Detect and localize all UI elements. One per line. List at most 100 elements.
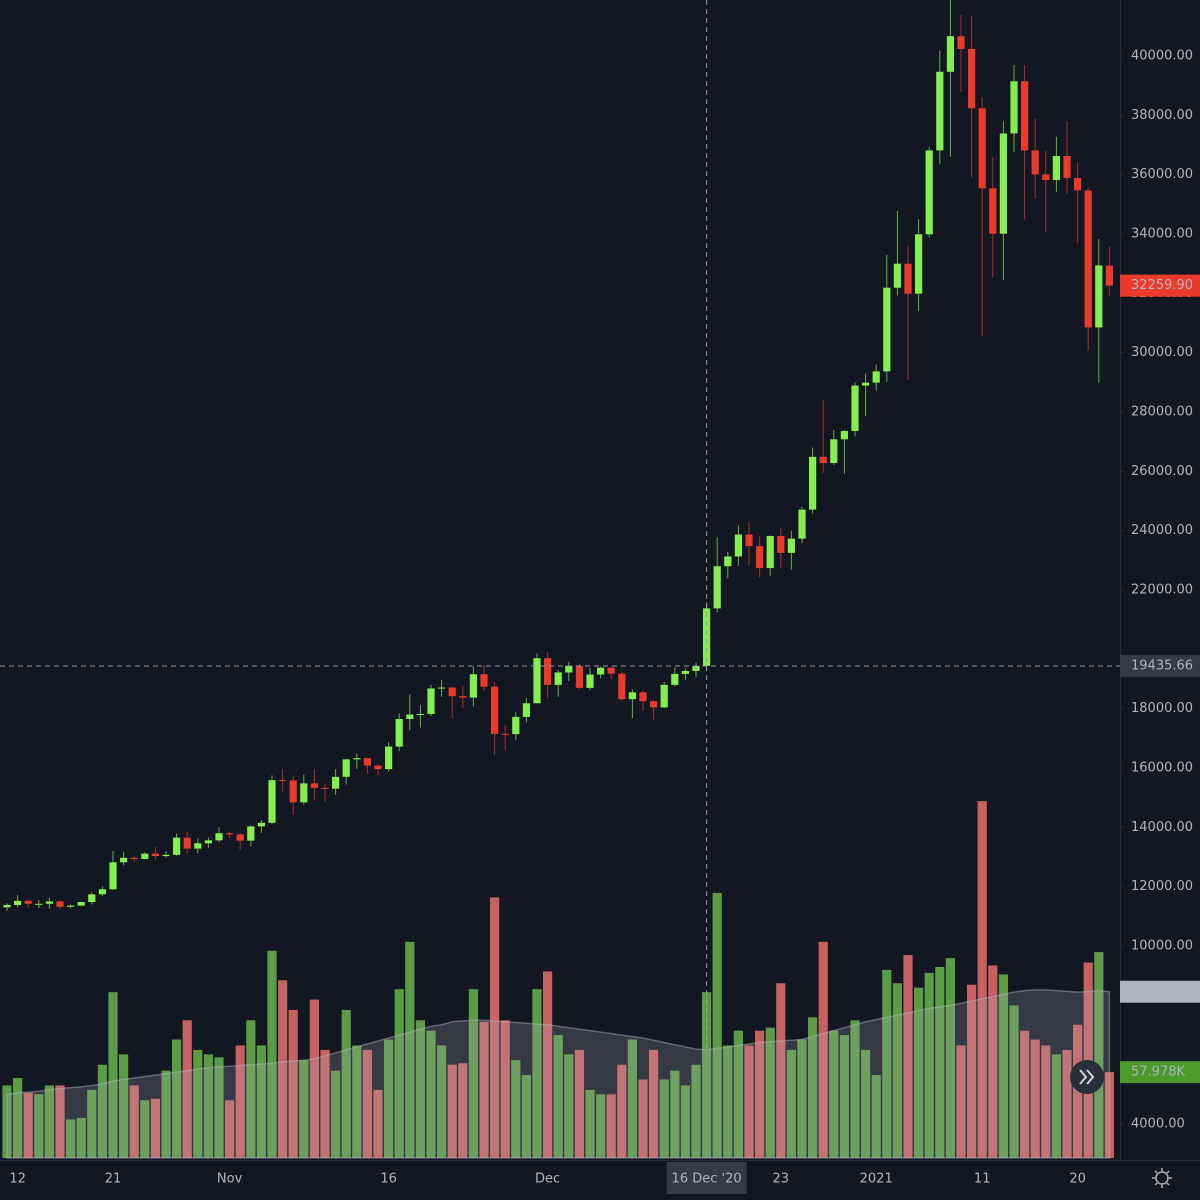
gear-teeth[interactable] bbox=[1152, 1168, 1172, 1188]
candle-body bbox=[650, 701, 658, 708]
candle-body bbox=[946, 36, 954, 72]
volume-bar bbox=[267, 950, 277, 1158]
volume-bar bbox=[977, 801, 987, 1158]
volume-bar bbox=[1009, 1005, 1019, 1158]
volume-bar bbox=[521, 1075, 531, 1158]
volume-bar bbox=[129, 1085, 139, 1158]
candle-body bbox=[1052, 156, 1060, 181]
candle-body bbox=[332, 776, 340, 789]
scroll-button[interactable] bbox=[1070, 1060, 1104, 1094]
volume-bar bbox=[426, 1030, 436, 1158]
candle-body bbox=[872, 371, 880, 383]
candle-body bbox=[904, 263, 912, 294]
candle-body bbox=[925, 150, 933, 235]
candle-body bbox=[183, 837, 191, 849]
candle-body bbox=[1042, 174, 1050, 181]
candle-body bbox=[734, 534, 742, 557]
candle-body bbox=[1063, 156, 1071, 178]
volume-bar bbox=[1030, 1039, 1040, 1158]
candle-body bbox=[766, 535, 774, 569]
y-tick-label: 22000.00 bbox=[1131, 582, 1193, 597]
volume-bar bbox=[564, 1054, 574, 1158]
volume-bar bbox=[352, 1045, 362, 1158]
candle-body bbox=[671, 673, 679, 685]
volume-bar bbox=[468, 989, 478, 1158]
volume-bar bbox=[967, 984, 977, 1158]
volume-bar bbox=[1020, 1030, 1030, 1158]
candle-body bbox=[162, 854, 170, 857]
volume-bar bbox=[649, 1049, 659, 1158]
candle-body bbox=[300, 783, 308, 803]
candle-body bbox=[1084, 190, 1092, 328]
volume-bar bbox=[87, 1089, 97, 1158]
volume-bar bbox=[76, 1118, 86, 1158]
candle-body bbox=[374, 765, 382, 770]
candle-body bbox=[77, 902, 85, 906]
x-tick-label: 2021 bbox=[860, 1172, 893, 1187]
candle-body bbox=[56, 901, 64, 907]
candle-body bbox=[130, 857, 138, 860]
volume-ma-area bbox=[6, 989, 1111, 1159]
scroll-icon[interactable] bbox=[1079, 1069, 1095, 1085]
settings-button[interactable] bbox=[1152, 1168, 1172, 1188]
volume-bar bbox=[288, 1009, 298, 1158]
volume-bar bbox=[935, 966, 945, 1158]
candle-body bbox=[809, 456, 817, 510]
y-tick-label: 18000.00 bbox=[1131, 701, 1193, 716]
candle-body bbox=[554, 672, 562, 685]
candle-body bbox=[586, 674, 594, 688]
candle-body bbox=[35, 903, 43, 905]
x-tick-label: 21 bbox=[105, 1172, 122, 1187]
x-tick-label: 23 bbox=[773, 1172, 790, 1187]
candle-body bbox=[395, 719, 403, 747]
y-tick-label: 24000.00 bbox=[1131, 523, 1193, 538]
candle-body bbox=[459, 696, 467, 698]
volume-bar bbox=[638, 1079, 648, 1158]
candle-body bbox=[660, 684, 668, 708]
x-tick-label: 16 Dec '20 bbox=[672, 1172, 742, 1187]
crosshair-price-box bbox=[1120, 655, 1200, 678]
volume-bar bbox=[733, 1030, 743, 1158]
volume-bar bbox=[203, 1054, 213, 1158]
volume-bar bbox=[373, 1089, 383, 1158]
volume-bar bbox=[1041, 1045, 1051, 1158]
gear-ring[interactable] bbox=[1155, 1171, 1169, 1185]
volume-bar bbox=[34, 1094, 44, 1158]
x-tick-label: 11 bbox=[974, 1172, 991, 1187]
candle-body bbox=[1010, 81, 1018, 134]
candle-body bbox=[851, 385, 859, 431]
volume-bar bbox=[808, 1017, 818, 1158]
candle-body bbox=[607, 667, 615, 674]
volume-bar bbox=[458, 1063, 468, 1158]
volume-bar bbox=[320, 1049, 330, 1158]
candle-body bbox=[883, 287, 891, 372]
volume-bar bbox=[1051, 1054, 1061, 1158]
candle-body bbox=[438, 687, 446, 689]
volume-bar bbox=[384, 1039, 394, 1158]
candle-body bbox=[756, 546, 764, 569]
candle-body bbox=[840, 430, 848, 440]
volume-bar bbox=[532, 989, 542, 1158]
candle-body bbox=[681, 670, 689, 674]
candle-body bbox=[533, 658, 541, 704]
volume-bar bbox=[394, 989, 404, 1158]
candle-body bbox=[512, 716, 520, 735]
last-price-label-box bbox=[1120, 274, 1200, 297]
candle-body bbox=[3, 904, 11, 908]
volume-bar bbox=[1104, 1072, 1114, 1158]
candle-body bbox=[427, 688, 435, 714]
volume-bar bbox=[2, 1085, 12, 1158]
candle-body bbox=[363, 758, 371, 766]
volume-bar bbox=[331, 1070, 341, 1158]
candle-body bbox=[24, 900, 32, 904]
volume-bar bbox=[278, 980, 288, 1158]
last-volume-label: 57.978K bbox=[1131, 1065, 1185, 1080]
volume-bar bbox=[97, 1064, 107, 1158]
y-tick-label: 30000.00 bbox=[1131, 345, 1193, 360]
candle-body bbox=[968, 48, 976, 109]
candle-body bbox=[194, 843, 202, 849]
candle-body bbox=[830, 439, 838, 464]
volume-bar bbox=[246, 1020, 256, 1158]
